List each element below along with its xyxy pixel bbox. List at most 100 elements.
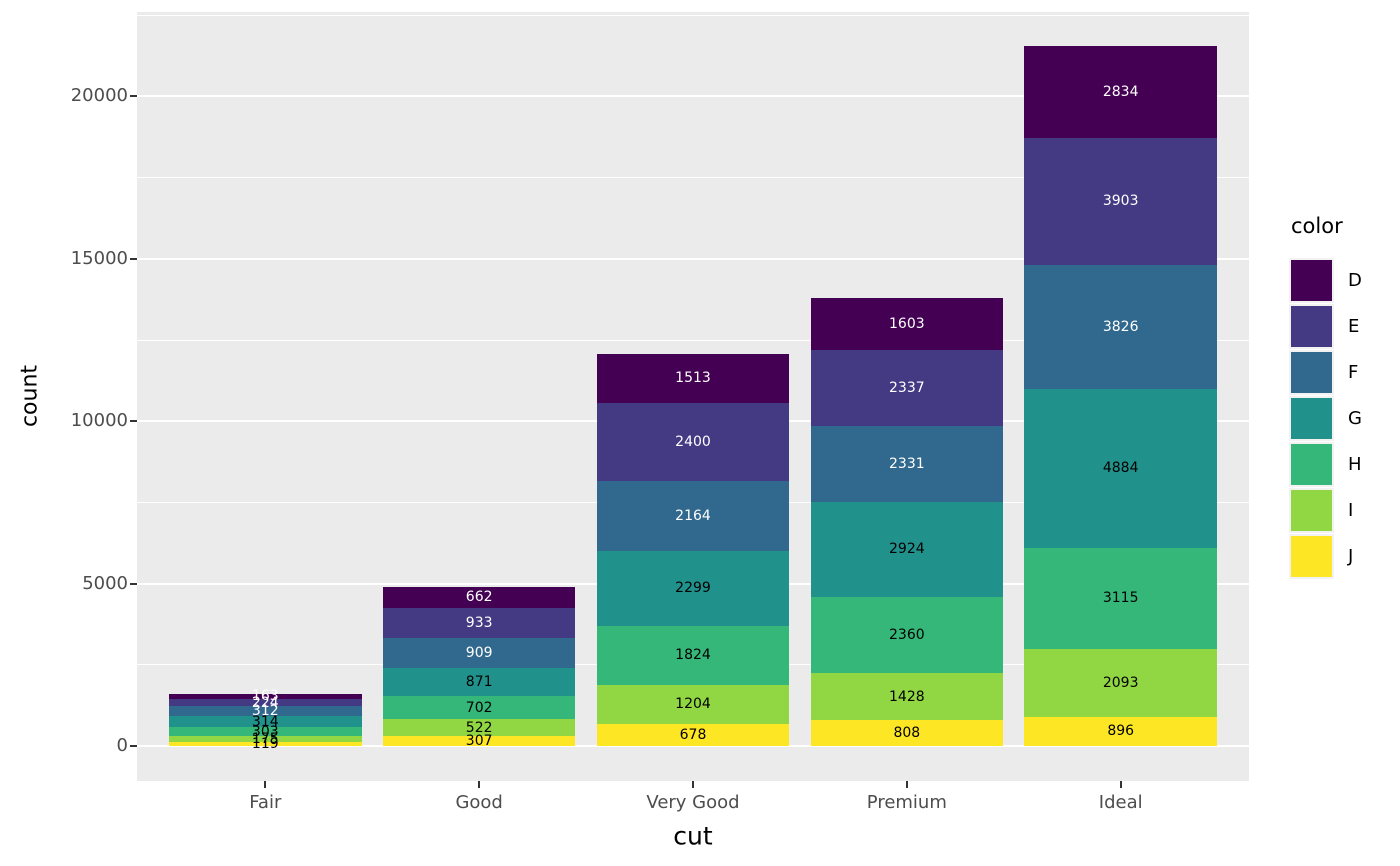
- bar-value-label: 119: [251, 736, 279, 753]
- bar-value-label: 2360: [889, 627, 925, 644]
- bar-value-label: 303: [251, 723, 279, 740]
- bar-value-label: 662: [465, 589, 493, 606]
- x-tick-label: Premium: [866, 792, 947, 813]
- x-tick-mark: [264, 781, 267, 788]
- legend-key-swatch: [1291, 260, 1332, 301]
- legend-entry-label: H: [1348, 454, 1362, 475]
- bar-value-label: 1513: [675, 370, 711, 387]
- y-tick-label: 5000: [82, 572, 128, 594]
- legend-entry-F: F: [1291, 352, 1400, 393]
- bar-segment-I-good: [382, 719, 576, 737]
- y-tick-mark: [130, 582, 137, 585]
- y-tick-mark: [130, 745, 137, 747]
- legend-entry-label: F: [1348, 362, 1359, 383]
- bar-segment-J-very-good: [596, 723, 790, 746]
- legend-entry-label: D: [1348, 270, 1362, 291]
- x-tick-label: Fair: [249, 792, 282, 813]
- legend: color D E F G H I J: [1291, 212, 1400, 582]
- bar-segment-F-good: [382, 638, 576, 668]
- legend-key-swatch: [1291, 490, 1332, 531]
- bar-value-label: 2834: [1102, 84, 1139, 101]
- legend-entry-label: J: [1348, 546, 1354, 567]
- bar-value-label: 2400: [675, 433, 711, 450]
- gridline-minor: [137, 14, 1249, 16]
- bar-segment-J-fair: [169, 742, 362, 746]
- bar-segment-D-fair: [169, 693, 362, 699]
- bar-segment-E-premium: [810, 350, 1004, 427]
- legend-entry-I: I: [1291, 490, 1400, 531]
- x-axis-title: cut: [673, 821, 713, 851]
- bar-segment-D-premium: [810, 298, 1004, 351]
- bar-segment-D-ideal: [1024, 46, 1217, 139]
- bar-segment-D-good: [382, 586, 576, 609]
- y-axis-title: count: [17, 364, 43, 428]
- bar-value-label: 1824: [675, 647, 711, 664]
- legend-key-swatch: [1291, 398, 1332, 439]
- bar-segment-F-fair: [169, 706, 362, 717]
- bar-value-label: 2299: [675, 580, 711, 597]
- plot-panel: 163 224 312 314 303 175 119 662 933 909 871 702 522 3…: [137, 12, 1249, 781]
- bar-value-label: 871: [465, 674, 493, 691]
- bar-value-label: 163: [251, 688, 279, 705]
- x-tick-mark: [692, 781, 694, 788]
- bar-segment-H-good: [382, 696, 576, 720]
- bar-value-label: 312: [251, 703, 279, 720]
- bar-value-label: 3115: [1102, 590, 1139, 607]
- bar-segment-F-premium: [810, 426, 1004, 502]
- bar-segment-G-fair: [169, 716, 362, 727]
- bar-segment-F-very-good: [596, 480, 790, 551]
- bar-value-label: 909: [465, 645, 493, 662]
- bar-value-label: 1428: [889, 688, 925, 705]
- bar-segment-E-good: [382, 608, 576, 639]
- gridline-major: [137, 745, 1249, 747]
- bar-value-label: 896: [1107, 723, 1135, 740]
- bar-value-label: 933: [465, 615, 493, 632]
- bar-value-label: 3826: [1102, 318, 1139, 335]
- bar-value-label: 307: [465, 733, 493, 749]
- bar-segment-D-very-good: [596, 353, 790, 403]
- bar-value-label: 2093: [1102, 674, 1139, 691]
- bar-value-label: 2924: [889, 541, 925, 558]
- bar-segment-I-premium: [810, 673, 1004, 720]
- bar-value-label: 2164: [675, 507, 711, 524]
- bar-segment-E-ideal: [1024, 138, 1217, 265]
- y-tick-mark: [130, 95, 137, 98]
- y-tick-label: 0: [116, 735, 128, 756]
- y-tick-label: 15000: [70, 247, 128, 269]
- x-tick-mark: [478, 781, 481, 788]
- legend-key-swatch: [1291, 352, 1332, 393]
- bar-value-label: 2331: [889, 455, 925, 472]
- bar-segment-J-premium: [810, 719, 1004, 746]
- bar-segment-I-very-good: [596, 684, 790, 724]
- bar-value-label: 175: [251, 731, 279, 748]
- bar-segment-I-ideal: [1024, 648, 1217, 717]
- legend-title: color: [1291, 214, 1343, 238]
- gridline-major: [137, 257, 1249, 260]
- bar-value-label: 1603: [889, 316, 925, 333]
- bar-value-label: 522: [465, 719, 493, 736]
- bar-segment-G-good: [382, 667, 576, 697]
- legend-entry-G: G: [1291, 398, 1400, 439]
- gridline-minor: [137, 177, 1249, 179]
- bar-segment-H-premium: [810, 596, 1004, 674]
- legend-key-swatch: [1291, 536, 1332, 577]
- legend-entry-label: I: [1348, 500, 1354, 521]
- bar-segment-J-ideal: [1024, 716, 1217, 746]
- bar-value-label: 3903: [1102, 193, 1139, 210]
- x-tick-label: Good: [455, 792, 503, 813]
- legend-entry-H: H: [1291, 444, 1400, 485]
- bar-value-label: 702: [465, 699, 493, 716]
- y-tick-label: 20000: [70, 85, 128, 107]
- bar-value-label: 678: [679, 726, 707, 743]
- bar-value-label: 2337: [889, 380, 925, 397]
- bar-segment-E-very-good: [596, 402, 790, 481]
- x-tick-mark: [905, 781, 908, 788]
- legend-entry-label: G: [1348, 408, 1362, 429]
- bar-segment-J-good: [382, 736, 576, 746]
- y-tick-mark: [130, 257, 137, 260]
- bar-value-label: 4884: [1102, 460, 1139, 477]
- bar-segment-E-fair: [169, 699, 362, 707]
- bar-segment-G-very-good: [596, 550, 790, 626]
- legend-entry-J: J: [1291, 536, 1400, 577]
- legend-entries: D E F G H I J: [1291, 260, 1400, 577]
